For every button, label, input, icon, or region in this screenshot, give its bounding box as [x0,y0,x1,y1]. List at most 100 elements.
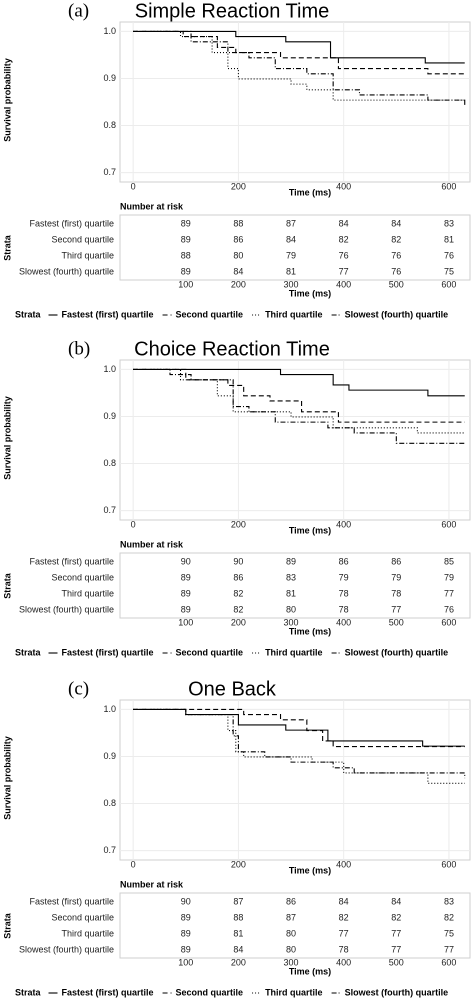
risk-count: 84 [391,218,401,228]
strata-label: Slowest (fourth) quartile [19,604,114,614]
legend-label: Third quartile [265,987,323,997]
risk-count: 86 [233,234,243,244]
survival-curve [133,708,465,784]
x-tick-label: 200 [231,859,246,869]
risk-count: 89 [286,556,296,566]
risk-count: 78 [339,604,349,614]
chart-title: Choice Reaction Time [134,338,330,360]
survival-curve [133,708,465,748]
risk-table-y-title: Strata [2,234,12,261]
risk-table-title: Number at risk [120,201,184,211]
survival-curve [133,30,466,106]
risk-count: 90 [181,896,191,906]
risk-count: 89 [181,572,191,582]
risk-x-tick-label: 200 [231,617,246,627]
survival-curve [133,368,465,423]
strata-label: Fastest (first) quartile [29,556,114,566]
y-tick-label: 0.8 [103,458,116,468]
risk-count: 77 [391,928,401,938]
risk-count: 78 [339,588,349,598]
risk-x-tick-label: 200 [231,957,246,967]
risk-count: 83 [444,896,454,906]
risk-x-axis-title: Time (ms) [289,288,331,298]
plot-area [119,21,471,183]
x-axis-title: Time (ms) [289,865,331,875]
risk-count: 87 [286,218,296,228]
x-tick-label: 200 [231,181,246,191]
risk-x-tick-label: 500 [389,279,404,289]
strata-label: Slowest (fourth) quartile [19,944,114,954]
chart-title: Simple Reaction Time [135,0,330,22]
strata-label: Second quartile [51,572,114,582]
risk-count: 76 [339,250,349,260]
risk-count: 86 [339,556,349,566]
panel: (a) Simple Reaction Time 0 200 400 600 0.7 0.8 0… [2,0,471,319]
risk-x-tick-label: 500 [389,617,404,627]
risk-count: 77 [444,944,454,954]
risk-count: 80 [233,250,243,260]
risk-count: 87 [233,896,243,906]
risk-x-tick-label: 200 [231,279,246,289]
risk-table-title: Number at risk [120,539,184,549]
risk-x-tick-label: 300 [284,957,299,967]
panel-label: (a) [68,0,89,21]
survival-curve [133,368,465,397]
y-tick-label: 0.8 [103,120,116,130]
strata-label: Slowest (fourth) quartile [19,266,114,276]
risk-table-title: Number at risk [120,879,184,889]
legend-title: Strata [15,309,42,319]
panel-label: (b) [68,338,90,359]
risk-count: 86 [233,572,243,582]
risk-count: 89 [181,266,191,276]
risk-x-tick-label: 100 [178,279,193,289]
risk-count: 78 [391,588,401,598]
plot-area [119,359,471,521]
risk-count: 79 [391,572,401,582]
legend-label: Slowest (fourth) quartile [345,647,449,657]
risk-count: 75 [444,928,454,938]
survival-curve [133,368,465,444]
risk-count: 90 [181,556,191,566]
risk-count: 77 [391,604,401,614]
risk-x-axis-title: Time (ms) [289,966,331,976]
risk-count: 88 [233,912,243,922]
risk-count: 79 [339,572,349,582]
legend-label: Slowest (fourth) quartile [345,987,449,997]
risk-count: 77 [444,588,454,598]
strata-label: Second quartile [51,234,114,244]
legend-label: Third quartile [265,309,323,319]
legend-label: Fastest (first) quartile [62,309,154,319]
strata-label: Third quartile [61,928,114,938]
risk-count: 80 [286,928,296,938]
risk-count: 76 [391,266,401,276]
risk-count: 89 [181,604,191,614]
risk-x-tick-label: 600 [441,617,456,627]
y-tick-label: 0.9 [103,751,116,761]
risk-table-area [119,552,471,619]
x-tick-label: 400 [336,519,351,529]
legend-title: Strata [15,647,42,657]
x-tick-label: 600 [441,181,456,191]
risk-x-tick-label: 100 [178,617,193,627]
risk-x-tick-label: 600 [441,279,456,289]
risk-count: 81 [286,588,296,598]
risk-count: 88 [181,250,191,260]
chart-title: One Back [188,678,277,700]
survival-curve [133,30,465,101]
risk-count: 89 [181,928,191,938]
risk-count: 82 [233,604,243,614]
risk-count: 84 [391,896,401,906]
x-tick-label: 600 [441,859,456,869]
risk-x-tick-label: 300 [284,279,299,289]
risk-count: 89 [181,218,191,228]
x-tick-label: 0 [131,859,136,869]
strata-label: Third quartile [61,588,114,598]
risk-count: 86 [286,896,296,906]
risk-x-tick-label: 100 [178,957,193,967]
x-tick-label: 0 [131,181,136,191]
x-tick-label: 400 [336,859,351,869]
risk-count: 81 [233,928,243,938]
risk-count: 84 [339,896,349,906]
risk-count: 84 [286,234,296,244]
legend-label: Slowest (fourth) quartile [345,309,449,319]
